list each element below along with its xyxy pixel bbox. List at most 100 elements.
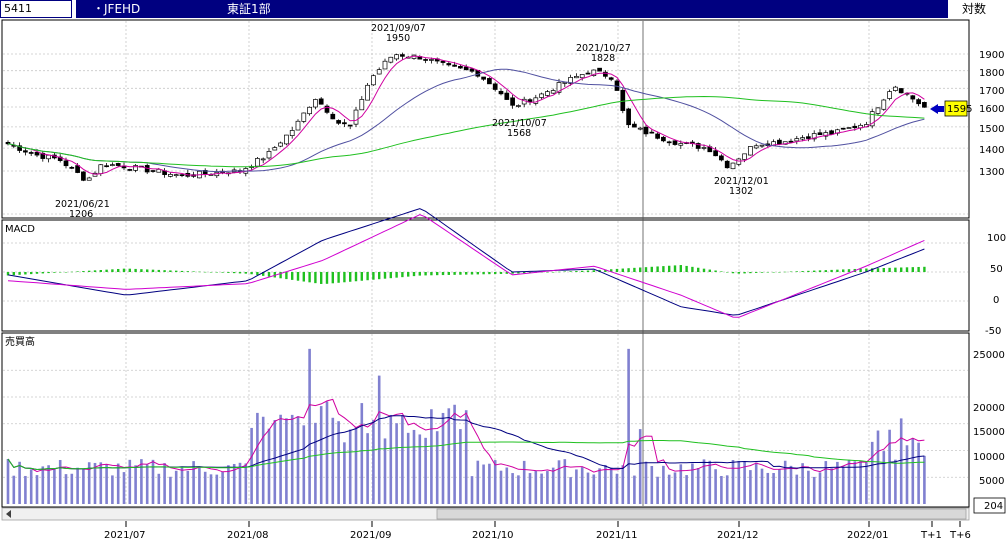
volume-bar [401, 415, 404, 504]
macd-histogram-bar [250, 272, 253, 275]
macd-histogram-bar [215, 272, 218, 273]
volume-bar [279, 414, 282, 504]
volume-bar [528, 473, 532, 504]
candle-body [875, 107, 881, 114]
volume-bar [754, 462, 758, 504]
x-label-2021-08: 2021/08 [227, 530, 269, 541]
volume-bar [685, 475, 688, 504]
scrollbar-thumb[interactable] [436, 508, 967, 520]
volume-bar [563, 459, 567, 504]
candle-body [260, 158, 266, 161]
scroll-left-arrow-icon[interactable] [6, 510, 11, 518]
macd-histogram-bar [186, 271, 189, 272]
volume-bar [151, 459, 155, 504]
volume-bar [64, 474, 68, 504]
macd-histogram-bar [175, 270, 178, 272]
candle-body [63, 160, 69, 167]
macd-histogram-bar [494, 272, 497, 275]
volume-bar [296, 416, 300, 504]
volume-bar [145, 464, 149, 504]
candle-body [753, 145, 759, 149]
macd-histogram-bar [465, 272, 468, 275]
candle-body [759, 144, 765, 147]
candle-body [597, 67, 602, 72]
scroll-value-box[interactable]: 204 [973, 497, 1006, 514]
macd-histogram-bar [882, 267, 885, 272]
macd-histogram-bar [64, 272, 68, 273]
header-bar: 5411 ・ JFEHD 東証1部 対数 [0, 0, 1007, 18]
volume-ma-short-line [7, 398, 925, 473]
candle-body [666, 141, 672, 144]
candle-body [910, 95, 916, 100]
candle-body [81, 171, 86, 181]
volume-bar [702, 459, 706, 504]
macd-histogram-bar [256, 272, 259, 276]
volume-bar [70, 473, 74, 504]
macd-histogram-bar [331, 272, 334, 284]
macd-tick-minus50: -50 [985, 326, 1001, 337]
macd-histogram-bar [273, 272, 276, 278]
macd-histogram-bar [401, 272, 404, 278]
candle-body [168, 174, 173, 177]
macd-histogram-bar [343, 272, 346, 283]
candle-body [487, 78, 492, 85]
volume-bar [377, 375, 381, 504]
macd-histogram-bar [41, 272, 44, 274]
macd-histogram-bar [233, 272, 236, 274]
macd-histogram-bar [227, 272, 230, 273]
candle-body [585, 72, 591, 75]
macd-histogram-bar [801, 271, 804, 272]
macd-histogram-bar [151, 269, 155, 272]
volume-tick-25000: 25000 [973, 350, 1005, 361]
candle-body [840, 127, 846, 130]
volume-bar [441, 412, 445, 504]
candle-body [637, 127, 643, 130]
candle-body [632, 123, 637, 128]
volume-bar [604, 464, 607, 504]
macd-histogram-bar [737, 272, 740, 274]
volume-layer [6, 348, 926, 504]
x-label-2021-12: 2021/12 [717, 530, 759, 541]
candle-body [179, 174, 185, 177]
candle-body [86, 177, 92, 181]
volume-bar [209, 474, 213, 504]
candle-body [110, 164, 115, 166]
volume-bar [499, 470, 503, 504]
scale-mode-toggle[interactable]: 対数 [962, 2, 987, 16]
volume-bar [337, 421, 340, 504]
price-panel [1, 19, 970, 219]
macd-histogram-bar [499, 272, 503, 274]
macd-histogram-bar [581, 270, 584, 272]
macd-histogram-bar [644, 267, 648, 272]
volume-bar [830, 468, 833, 504]
candle-body [173, 174, 179, 176]
macd-histogram-bar [12, 272, 15, 276]
candle-body [17, 145, 22, 151]
candle-body [469, 68, 475, 72]
macd-histogram-bar [789, 271, 793, 273]
macd-histogram-bar [320, 272, 323, 284]
macd-histogram-bar [911, 267, 914, 272]
macd-histogram-bar [105, 269, 108, 272]
candle-body [104, 165, 109, 168]
volume-bar [789, 465, 793, 504]
volume-ma-long-line [7, 440, 925, 471]
candle-body [446, 63, 452, 66]
horizontal-scrollbar[interactable] [1, 507, 970, 521]
candle-body [736, 158, 742, 165]
macd-histogram-bar [511, 272, 514, 274]
candle-body [701, 147, 707, 149]
stock-code-field[interactable]: 5411 [0, 0, 72, 18]
macd-histogram-bar [296, 272, 300, 281]
volume-bar [795, 474, 799, 504]
macd-histogram-bar [453, 272, 456, 275]
volume-bar [389, 414, 393, 504]
candle-body [852, 125, 858, 129]
price-tick-1600: 1600 [979, 104, 1004, 115]
candle-body [133, 165, 138, 171]
price-y-axis: 1900 1800 1700 1600 1500 1400 1300 [979, 50, 1004, 178]
scroll-value-frame[interactable] [973, 497, 1006, 514]
x-label-2021-10: 2021/10 [472, 530, 514, 541]
macd-histogram-bar [122, 268, 126, 272]
